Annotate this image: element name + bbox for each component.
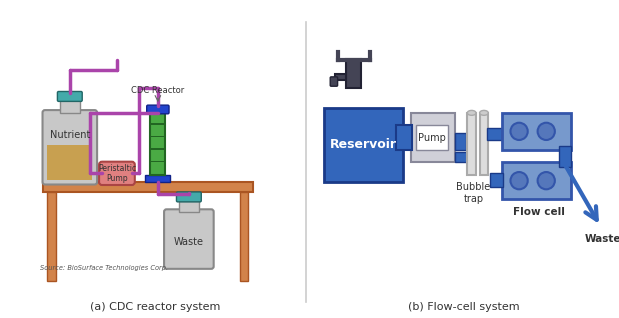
FancyBboxPatch shape — [43, 110, 97, 184]
Bar — [396, 125, 412, 150]
FancyBboxPatch shape — [43, 182, 253, 192]
Bar — [150, 161, 165, 162]
Bar — [480, 113, 488, 175]
Bar — [150, 113, 165, 175]
FancyBboxPatch shape — [176, 192, 201, 202]
Circle shape — [511, 123, 528, 140]
Circle shape — [537, 172, 555, 189]
Circle shape — [511, 172, 528, 189]
Text: (b) Flow-cell system: (b) Flow-cell system — [409, 302, 520, 312]
Bar — [150, 123, 165, 125]
FancyBboxPatch shape — [147, 105, 169, 114]
FancyBboxPatch shape — [99, 162, 135, 185]
Text: Peristaltic
Pump: Peristaltic Pump — [98, 164, 136, 183]
Text: Waste: Waste — [174, 237, 204, 246]
Bar — [455, 152, 475, 162]
FancyBboxPatch shape — [48, 192, 56, 281]
Text: Bubble
trap: Bubble trap — [456, 182, 491, 204]
Bar — [150, 136, 165, 137]
Ellipse shape — [480, 110, 488, 115]
Bar — [490, 173, 503, 187]
Bar — [467, 113, 476, 175]
FancyBboxPatch shape — [164, 209, 214, 269]
Bar — [179, 201, 199, 212]
Bar — [415, 125, 448, 150]
FancyBboxPatch shape — [502, 162, 571, 199]
Text: Nutrient: Nutrient — [50, 130, 90, 140]
Text: Flow cell: Flow cell — [513, 207, 565, 217]
FancyBboxPatch shape — [330, 77, 337, 86]
Bar — [60, 100, 80, 113]
FancyBboxPatch shape — [58, 92, 82, 101]
Text: Waste: Waste — [585, 234, 619, 244]
Ellipse shape — [467, 110, 476, 115]
Bar — [347, 59, 361, 88]
FancyBboxPatch shape — [240, 192, 248, 281]
Bar — [335, 74, 347, 80]
Text: Pump: Pump — [418, 133, 446, 142]
Bar — [410, 113, 455, 162]
Bar — [324, 108, 403, 182]
Bar — [145, 175, 170, 182]
Text: Reservoir: Reservoir — [331, 138, 397, 151]
FancyBboxPatch shape — [502, 113, 571, 150]
Bar — [150, 148, 165, 150]
Text: (a) CDC reactor system: (a) CDC reactor system — [90, 302, 220, 312]
Circle shape — [537, 123, 555, 140]
Text: CDC Reactor: CDC Reactor — [131, 86, 184, 95]
Bar — [558, 146, 571, 167]
Bar — [455, 133, 466, 150]
Text: Source: BioSurface Technologies Corp.: Source: BioSurface Technologies Corp. — [40, 265, 168, 271]
Bar — [487, 128, 503, 140]
Bar — [48, 145, 92, 180]
